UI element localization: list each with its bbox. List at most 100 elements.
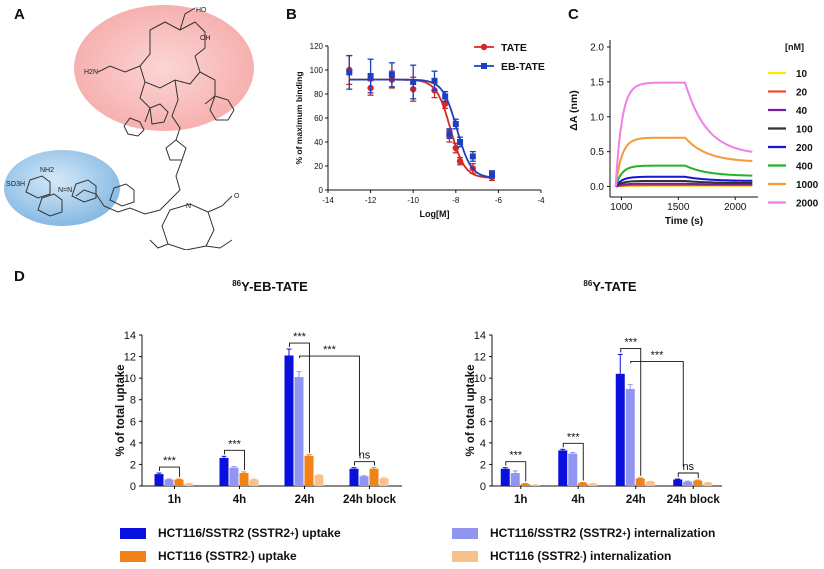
y-tick-label: 20 — [314, 162, 323, 171]
significance-bracket — [289, 342, 310, 453]
significance-label: *** — [651, 349, 665, 361]
data-point-ebtate — [367, 73, 374, 79]
y-tick-label: 8 — [130, 395, 136, 407]
x-tick-label: 1h — [514, 494, 527, 506]
legend-label: 400 — [796, 162, 813, 173]
atom-label: H2N — [84, 69, 98, 76]
bar — [703, 482, 713, 486]
bar — [530, 484, 540, 486]
legend-sup: - — [580, 551, 583, 561]
bar — [349, 468, 359, 486]
legend-swatch — [452, 527, 478, 539]
legend-marker — [480, 43, 488, 51]
data-point-ebtate — [489, 171, 496, 178]
legend-title: [nM] — [785, 42, 804, 52]
atom-label: N=N — [58, 187, 72, 194]
data-point-ebtate — [410, 79, 417, 85]
atom-label: O — [234, 193, 240, 200]
atom-label: N — [186, 203, 191, 210]
significance-label: *** — [509, 450, 523, 462]
data-point-ebtate — [442, 93, 449, 100]
y-tick-label: 2 — [480, 459, 486, 471]
significance-label: *** — [293, 331, 307, 343]
legend-label: HCT116 (SSTR2 — [158, 549, 249, 563]
y-tick-label: 2.0 — [590, 42, 604, 53]
legend-label-after: ) internalization — [626, 526, 716, 540]
y-axis-label: % of total uptake — [465, 364, 477, 456]
significance-label: *** — [163, 455, 177, 467]
y-tick-label: 100 — [310, 66, 324, 75]
legend-label: HCT116/SSTR2 (SSTR2 — [158, 526, 291, 540]
legend-label: HCT116/SSTR2 (SSTR2 — [490, 526, 623, 540]
bar — [239, 473, 249, 486]
y-tick-label: 120 — [310, 42, 324, 51]
y-tick-label: 0.0 — [590, 182, 604, 193]
legend-swatch — [452, 550, 478, 562]
legend-label: 40 — [796, 106, 808, 117]
significance-label: *** — [567, 431, 581, 443]
legend-sup: + — [290, 528, 295, 538]
data-point-ebtate — [388, 71, 395, 78]
y-tick-label: 6 — [130, 416, 136, 428]
x-tick-label: -10 — [407, 196, 419, 205]
y-tick-label: 0.5 — [590, 147, 604, 158]
legend-label-after: ) uptake — [294, 526, 341, 540]
data-point-ebtate — [446, 130, 453, 137]
legend-sup: - — [248, 551, 251, 561]
sensorgram-1000 — [614, 136, 753, 187]
sensorgram-2000 — [614, 81, 753, 187]
y-tick-label: 10 — [474, 373, 486, 385]
bar — [588, 483, 598, 486]
legend-label: TATE — [501, 42, 527, 54]
legend-label: HCT116 (SSTR2 — [490, 549, 581, 563]
y-axis-label: % of total uptake — [115, 364, 127, 456]
atom-label: SO3H — [6, 181, 25, 188]
y-tick-label: 80 — [314, 90, 323, 99]
y-tick-label: 0 — [319, 186, 324, 195]
legend-label: 1000 — [796, 180, 819, 191]
bar — [379, 478, 389, 486]
x-tick-label: 1h — [168, 494, 181, 506]
data-point-ebtate — [346, 69, 353, 76]
bar — [693, 480, 703, 486]
x-tick-label: 4h — [572, 494, 585, 506]
x-tick-label: -4 — [537, 196, 545, 205]
significance-bracket — [630, 360, 684, 467]
legend-neg-internalization: HCT116 (SSTR2-) internalization — [452, 549, 671, 563]
bar — [294, 377, 304, 486]
bar — [520, 483, 530, 486]
legend-label: 100 — [796, 125, 813, 136]
y-tick-label: 40 — [314, 138, 323, 147]
bar — [500, 468, 510, 486]
x-tick-label: 24h — [626, 494, 646, 506]
x-axis-label: Log[M] — [420, 209, 450, 219]
y-tick-label: 14 — [474, 330, 486, 342]
y-tick-label: 4 — [130, 438, 136, 450]
significance-bracket — [620, 347, 642, 476]
legend-label: 20 — [796, 88, 808, 99]
x-tick-label: 4h — [233, 494, 246, 506]
legend-marker — [481, 63, 487, 69]
legend-label: EB-TATE — [501, 61, 545, 73]
y-tick-label: 2 — [130, 459, 136, 471]
panel-a-letter: A — [14, 6, 25, 23]
x-tick-label: -12 — [365, 196, 377, 205]
bar — [578, 482, 588, 486]
y-tick-label: 1.5 — [590, 77, 604, 88]
panel-a-structure: HO OH H2N SO3H NH2 N=N N O — [4, 5, 254, 250]
panel-b-letter: B — [286, 6, 297, 23]
x-tick-label: 2000 — [724, 202, 747, 213]
bar — [645, 481, 655, 486]
bar — [625, 388, 635, 486]
x-tick-label: 24h block — [343, 494, 397, 506]
data-point-tate — [456, 158, 464, 165]
panel-d-letter: D — [14, 268, 25, 285]
x-tick-label: 24h block — [667, 494, 721, 506]
bar — [673, 479, 683, 486]
significance-bracket — [299, 355, 360, 456]
x-tick-label: -8 — [452, 196, 460, 205]
bar — [174, 479, 184, 486]
